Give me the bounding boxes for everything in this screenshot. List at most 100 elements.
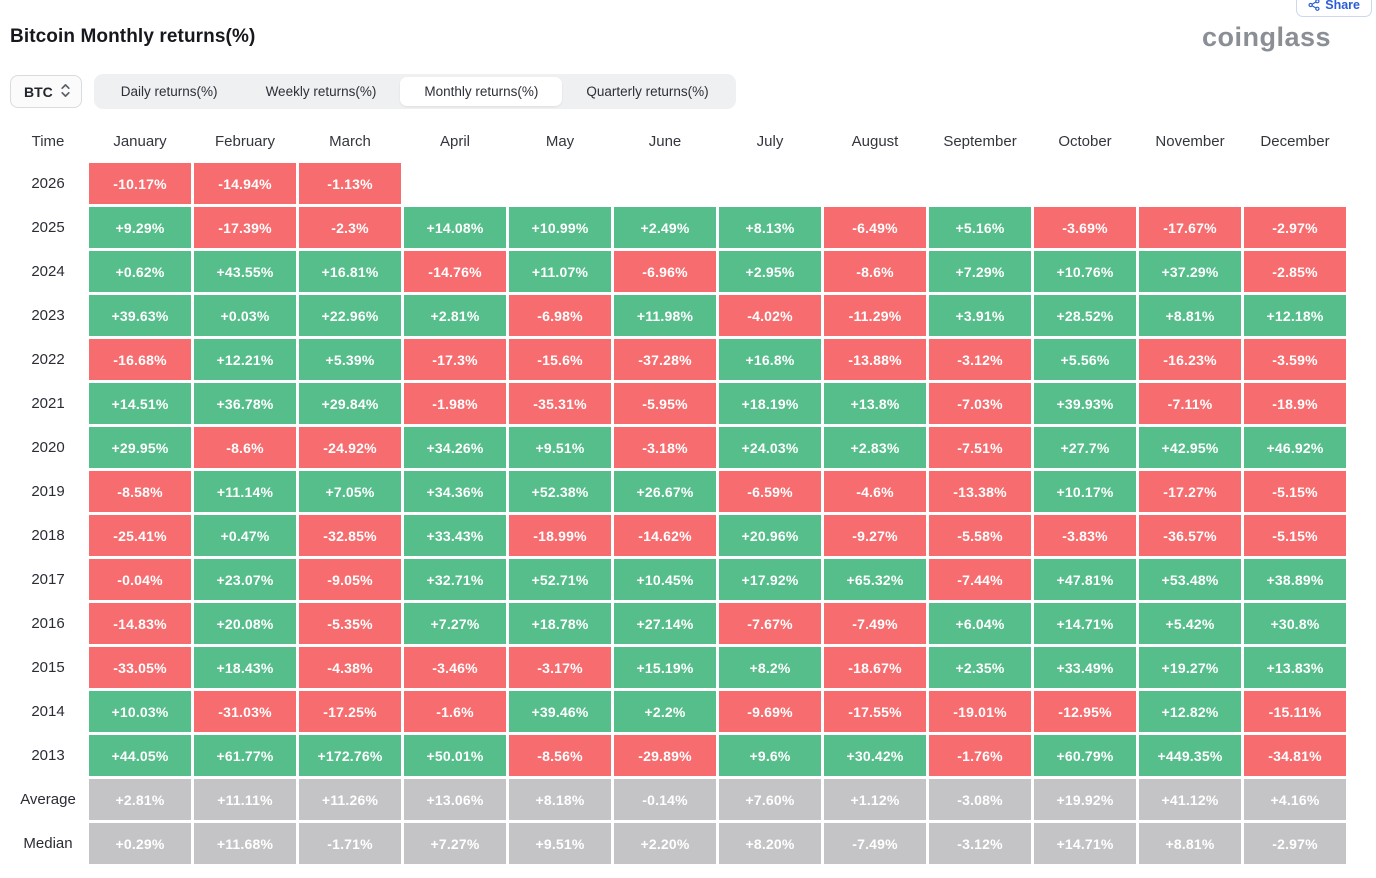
- return-cell[interactable]: -2.85%: [1244, 251, 1346, 292]
- return-cell[interactable]: -3.59%: [1244, 339, 1346, 380]
- return-cell[interactable]: +20.96%: [719, 515, 821, 556]
- return-cell[interactable]: -6.96%: [614, 251, 716, 292]
- return-cell[interactable]: -4.6%: [824, 471, 926, 512]
- return-cell[interactable]: -17.27%: [1139, 471, 1241, 512]
- return-cell[interactable]: +36.78%: [194, 383, 296, 424]
- return-cell[interactable]: -7.51%: [929, 427, 1031, 468]
- return-cell[interactable]: -5.35%: [299, 603, 401, 644]
- return-cell[interactable]: +9.51%: [509, 427, 611, 468]
- return-cell[interactable]: -14.76%: [404, 251, 506, 292]
- return-cell[interactable]: -34.81%: [1244, 735, 1346, 776]
- return-cell[interactable]: +8.2%: [719, 647, 821, 688]
- return-cell[interactable]: +8.81%: [1139, 823, 1241, 864]
- return-cell[interactable]: +53.48%: [1139, 559, 1241, 600]
- return-cell[interactable]: +11.68%: [194, 823, 296, 864]
- return-cell[interactable]: -8.6%: [824, 251, 926, 292]
- return-cell[interactable]: -7.44%: [929, 559, 1031, 600]
- return-cell[interactable]: -1.13%: [299, 163, 401, 204]
- return-cell[interactable]: -3.17%: [509, 647, 611, 688]
- return-cell[interactable]: -25.41%: [89, 515, 191, 556]
- return-cell[interactable]: +14.51%: [89, 383, 191, 424]
- return-cell[interactable]: +22.96%: [299, 295, 401, 336]
- tab-weekly[interactable]: Weekly returns(%): [242, 77, 401, 106]
- return-cell[interactable]: -29.89%: [614, 735, 716, 776]
- return-cell[interactable]: -1.76%: [929, 735, 1031, 776]
- coin-selector[interactable]: BTC: [10, 75, 82, 108]
- return-cell[interactable]: -7.67%: [719, 603, 821, 644]
- return-cell[interactable]: -17.39%: [194, 207, 296, 248]
- return-cell[interactable]: -8.6%: [194, 427, 296, 468]
- return-cell[interactable]: +7.29%: [929, 251, 1031, 292]
- return-cell[interactable]: +0.47%: [194, 515, 296, 556]
- return-cell[interactable]: +32.71%: [404, 559, 506, 600]
- return-cell[interactable]: +449.35%: [1139, 735, 1241, 776]
- return-cell[interactable]: +12.18%: [1244, 295, 1346, 336]
- return-cell[interactable]: +12.82%: [1139, 691, 1241, 732]
- return-cell[interactable]: +29.84%: [299, 383, 401, 424]
- return-cell[interactable]: -9.05%: [299, 559, 401, 600]
- return-cell[interactable]: +8.20%: [719, 823, 821, 864]
- return-cell[interactable]: +2.95%: [719, 251, 821, 292]
- return-cell[interactable]: -35.31%: [509, 383, 611, 424]
- return-cell[interactable]: +14.71%: [1034, 823, 1136, 864]
- return-cell[interactable]: +19.27%: [1139, 647, 1241, 688]
- return-cell[interactable]: -13.38%: [929, 471, 1031, 512]
- return-cell[interactable]: +20.08%: [194, 603, 296, 644]
- return-cell[interactable]: -3.46%: [404, 647, 506, 688]
- return-cell[interactable]: +8.18%: [509, 779, 611, 820]
- return-cell[interactable]: -17.67%: [1139, 207, 1241, 248]
- return-cell[interactable]: -37.28%: [614, 339, 716, 380]
- return-cell[interactable]: -18.9%: [1244, 383, 1346, 424]
- return-cell[interactable]: +47.81%: [1034, 559, 1136, 600]
- return-cell[interactable]: +12.21%: [194, 339, 296, 380]
- return-cell[interactable]: -14.94%: [194, 163, 296, 204]
- return-cell[interactable]: +43.55%: [194, 251, 296, 292]
- return-cell[interactable]: -6.49%: [824, 207, 926, 248]
- return-cell[interactable]: +11.26%: [299, 779, 401, 820]
- return-cell[interactable]: -18.67%: [824, 647, 926, 688]
- return-cell[interactable]: +5.56%: [1034, 339, 1136, 380]
- return-cell[interactable]: +41.12%: [1139, 779, 1241, 820]
- return-cell[interactable]: -0.14%: [614, 779, 716, 820]
- return-cell[interactable]: -32.85%: [299, 515, 401, 556]
- return-cell[interactable]: -17.25%: [299, 691, 401, 732]
- return-cell[interactable]: -16.23%: [1139, 339, 1241, 380]
- return-cell[interactable]: -8.56%: [509, 735, 611, 776]
- return-cell[interactable]: -17.3%: [404, 339, 506, 380]
- return-cell[interactable]: +8.81%: [1139, 295, 1241, 336]
- return-cell[interactable]: +3.91%: [929, 295, 1031, 336]
- return-cell[interactable]: +27.7%: [1034, 427, 1136, 468]
- return-cell[interactable]: -16.68%: [89, 339, 191, 380]
- return-cell[interactable]: +33.43%: [404, 515, 506, 556]
- return-cell[interactable]: -11.29%: [824, 295, 926, 336]
- return-cell[interactable]: +172.76%: [299, 735, 401, 776]
- return-cell[interactable]: +13.8%: [824, 383, 926, 424]
- return-cell[interactable]: -31.03%: [194, 691, 296, 732]
- return-cell[interactable]: +30.42%: [824, 735, 926, 776]
- return-cell[interactable]: +34.36%: [404, 471, 506, 512]
- return-cell[interactable]: +2.81%: [89, 779, 191, 820]
- return-cell[interactable]: -1.98%: [404, 383, 506, 424]
- return-cell[interactable]: +7.27%: [404, 823, 506, 864]
- return-cell[interactable]: +2.81%: [404, 295, 506, 336]
- return-cell[interactable]: -9.69%: [719, 691, 821, 732]
- return-cell[interactable]: -6.59%: [719, 471, 821, 512]
- return-cell[interactable]: +27.14%: [614, 603, 716, 644]
- return-cell[interactable]: +60.79%: [1034, 735, 1136, 776]
- return-cell[interactable]: +18.78%: [509, 603, 611, 644]
- return-cell[interactable]: -0.04%: [89, 559, 191, 600]
- return-cell[interactable]: -3.08%: [929, 779, 1031, 820]
- return-cell[interactable]: +10.76%: [1034, 251, 1136, 292]
- return-cell[interactable]: -1.6%: [404, 691, 506, 732]
- return-cell[interactable]: -1.71%: [299, 823, 401, 864]
- return-cell[interactable]: +30.8%: [1244, 603, 1346, 644]
- return-cell[interactable]: -3.12%: [929, 339, 1031, 380]
- return-cell[interactable]: +10.03%: [89, 691, 191, 732]
- return-cell[interactable]: +34.26%: [404, 427, 506, 468]
- return-cell[interactable]: +29.95%: [89, 427, 191, 468]
- return-cell[interactable]: -10.17%: [89, 163, 191, 204]
- return-cell[interactable]: +44.05%: [89, 735, 191, 776]
- return-cell[interactable]: -3.69%: [1034, 207, 1136, 248]
- return-cell[interactable]: +5.42%: [1139, 603, 1241, 644]
- return-cell[interactable]: -7.49%: [824, 823, 926, 864]
